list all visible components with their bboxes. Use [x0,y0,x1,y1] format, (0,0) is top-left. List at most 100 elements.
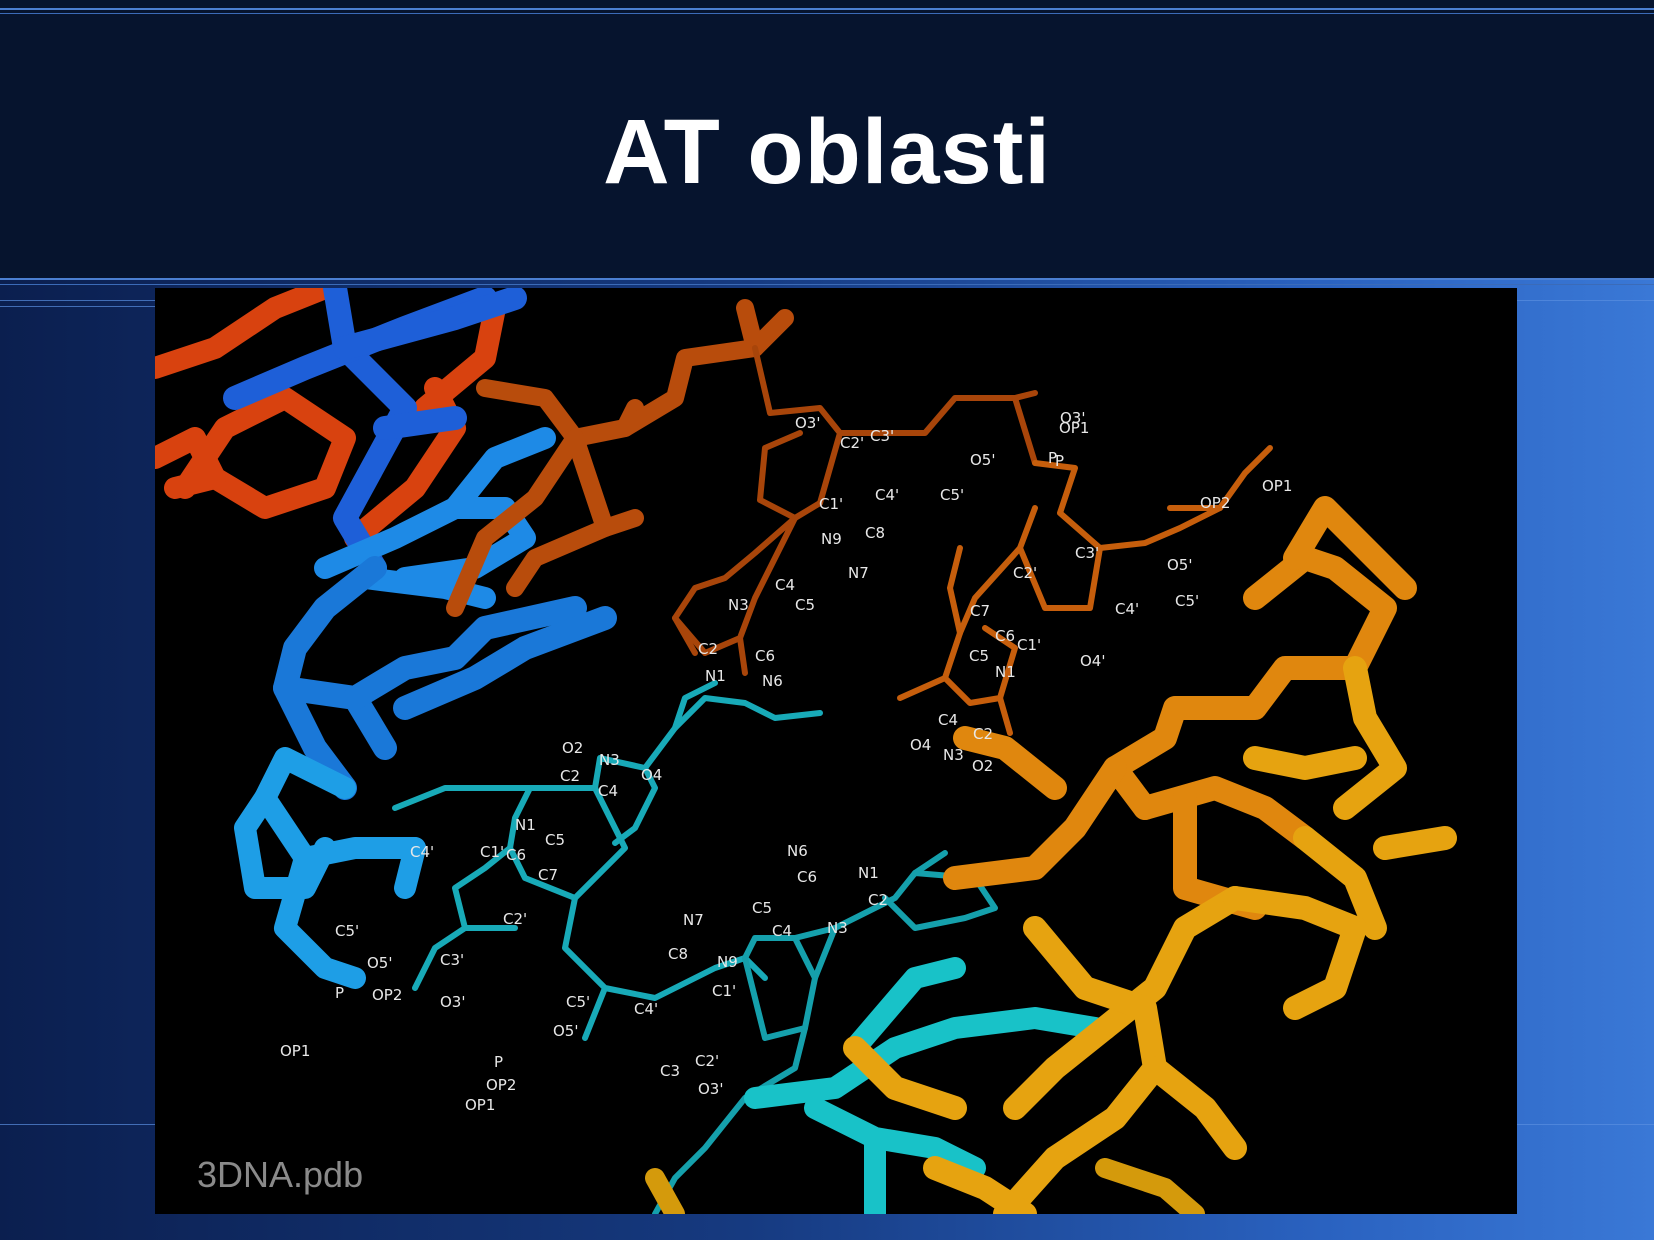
header-divider-thin [0,284,1654,285]
gold-lower [645,1158,1205,1214]
adenine-bottom [652,850,998,1214]
atom-label: C4 [938,711,958,729]
atom-label: C3' [1075,544,1099,562]
atom-label: C6 [995,627,1015,645]
atom-label: C1' [1017,636,1041,654]
dna-structure-render: O3' C2' C3' C1' C4' C5' O5' P OP1 N9 C8 … [155,288,1457,1214]
atom-label: N1 [515,816,536,834]
right-rule [1517,300,1654,301]
atom-label: C3 [660,1062,680,1080]
atom-label: C6 [755,647,775,665]
atom-label: C3' [870,427,894,445]
atom-label: C1' [480,843,504,861]
atom-label: O3' [795,414,820,432]
atom-label: C8 [865,524,885,542]
atom-label: N3 [728,596,749,614]
atom-label: N9 [821,530,842,548]
brown-strand [446,299,794,617]
thymine-left [392,680,823,1041]
atom-label: C7 [970,602,990,620]
atom-label: O5' [1167,556,1192,574]
atom-label: C4 [772,922,792,940]
blue-strand [223,288,527,580]
top-rule-thin [0,13,1654,14]
atom-label: C6 [797,868,817,886]
right-bottom-rule [1517,1124,1654,1125]
gold-strand [843,656,1457,1214]
atom-label: C4' [410,843,434,861]
atom-labels-adenine-bottom: N6 C6 N1 C2 C5 N7 C4 N3 C8 N9 C1' C4' C5… [465,842,888,1114]
atom-label: C4' [875,486,899,504]
atom-label: O3' [698,1080,723,1098]
atom-label: OP1 [1262,477,1292,495]
sky-strand [234,747,426,989]
atom-label: N6 [762,672,783,690]
left-rule [0,306,155,307]
atom-label: OP1 [465,1096,495,1114]
atom-label: N6 [787,842,808,860]
atom-label: O4 [641,766,662,784]
atom-label: C5 [795,596,815,614]
atom-label: N3 [943,746,964,764]
atom-label: C1' [712,982,736,1000]
atom-label: C2 [698,640,718,658]
atom-label: C2' [840,434,864,452]
atom-label: C6 [506,846,526,864]
atom-label: C5' [335,922,359,940]
atom-label: N1 [858,864,879,882]
molecule-figure: O3' C2' C3' C1' C4' C5' O5' P OP1 N9 C8 … [155,288,1517,1214]
atom-label: OP2 [372,986,402,1004]
atom-label: C2 [868,891,888,909]
atom-label: O2 [562,739,583,757]
atom-label: OP1 [280,1042,310,1060]
atom-label: P [494,1053,503,1071]
atom-label: N7 [848,564,869,582]
atom-label: OP1 [1059,419,1089,437]
atom-label: O5' [367,954,392,972]
atom-label: N1 [995,663,1016,681]
thymine-top [897,445,1273,736]
header-band [0,0,1654,280]
blue-backbone [273,556,617,800]
source-file-label: 3DNA.pdb [197,1154,364,1195]
atom-label: C5' [940,486,964,504]
atom-label: C5 [545,831,565,849]
left-rule [0,300,155,301]
atom-label: OP2 [486,1076,516,1094]
atom-label: C7 [538,866,558,884]
atom-label: C8 [668,945,688,963]
atom-label: N1 [705,667,726,685]
atom-label: O4 [910,736,931,754]
atom-label: C5' [566,993,590,1011]
atom-label: O3' [440,993,465,1011]
atom-label: C2' [695,1052,719,1070]
atom-label: O2 [972,757,993,775]
atom-label: P [1055,452,1064,470]
atom-labels-thymine-top: O3' P OP2 OP1 O5' C5' C3' C2' C4' C1' O4… [910,409,1292,775]
atom-label: C5' [1175,592,1199,610]
atom-label: O4' [1080,652,1105,670]
atom-label: O5' [970,451,995,469]
atom-label: C2 [973,725,993,743]
atom-label: OP2 [1200,494,1230,512]
atom-label: P [335,984,344,1002]
atom-label: P [1048,449,1057,467]
atom-labels-thymine-left: O2 N3 C2 C4 O4 N1 C6 C5 C7 C4' C1' C2' C… [280,739,662,1060]
atom-label: C2' [503,910,527,928]
atom-label: C4' [1115,600,1139,618]
slide-title: AT oblasti [603,101,1051,203]
atom-label: N3 [599,751,620,769]
atom-label: C4 [598,782,618,800]
atom-label: C5 [752,899,772,917]
left-bottom-rule [0,1124,155,1125]
atom-label: O5' [553,1022,578,1040]
header-divider [0,278,1654,280]
atom-label: C5 [969,647,989,665]
top-rule [0,8,1654,10]
atom-labels-adenine-top: O3' C2' C3' C1' C4' C5' O5' P OP1 N9 C8 … [698,414,1089,690]
atom-label: C2' [1013,564,1037,582]
atom-label: C3' [440,951,464,969]
adenine-top [672,345,1038,676]
teal-base [744,957,1106,1214]
atom-label: C4' [634,1000,658,1018]
